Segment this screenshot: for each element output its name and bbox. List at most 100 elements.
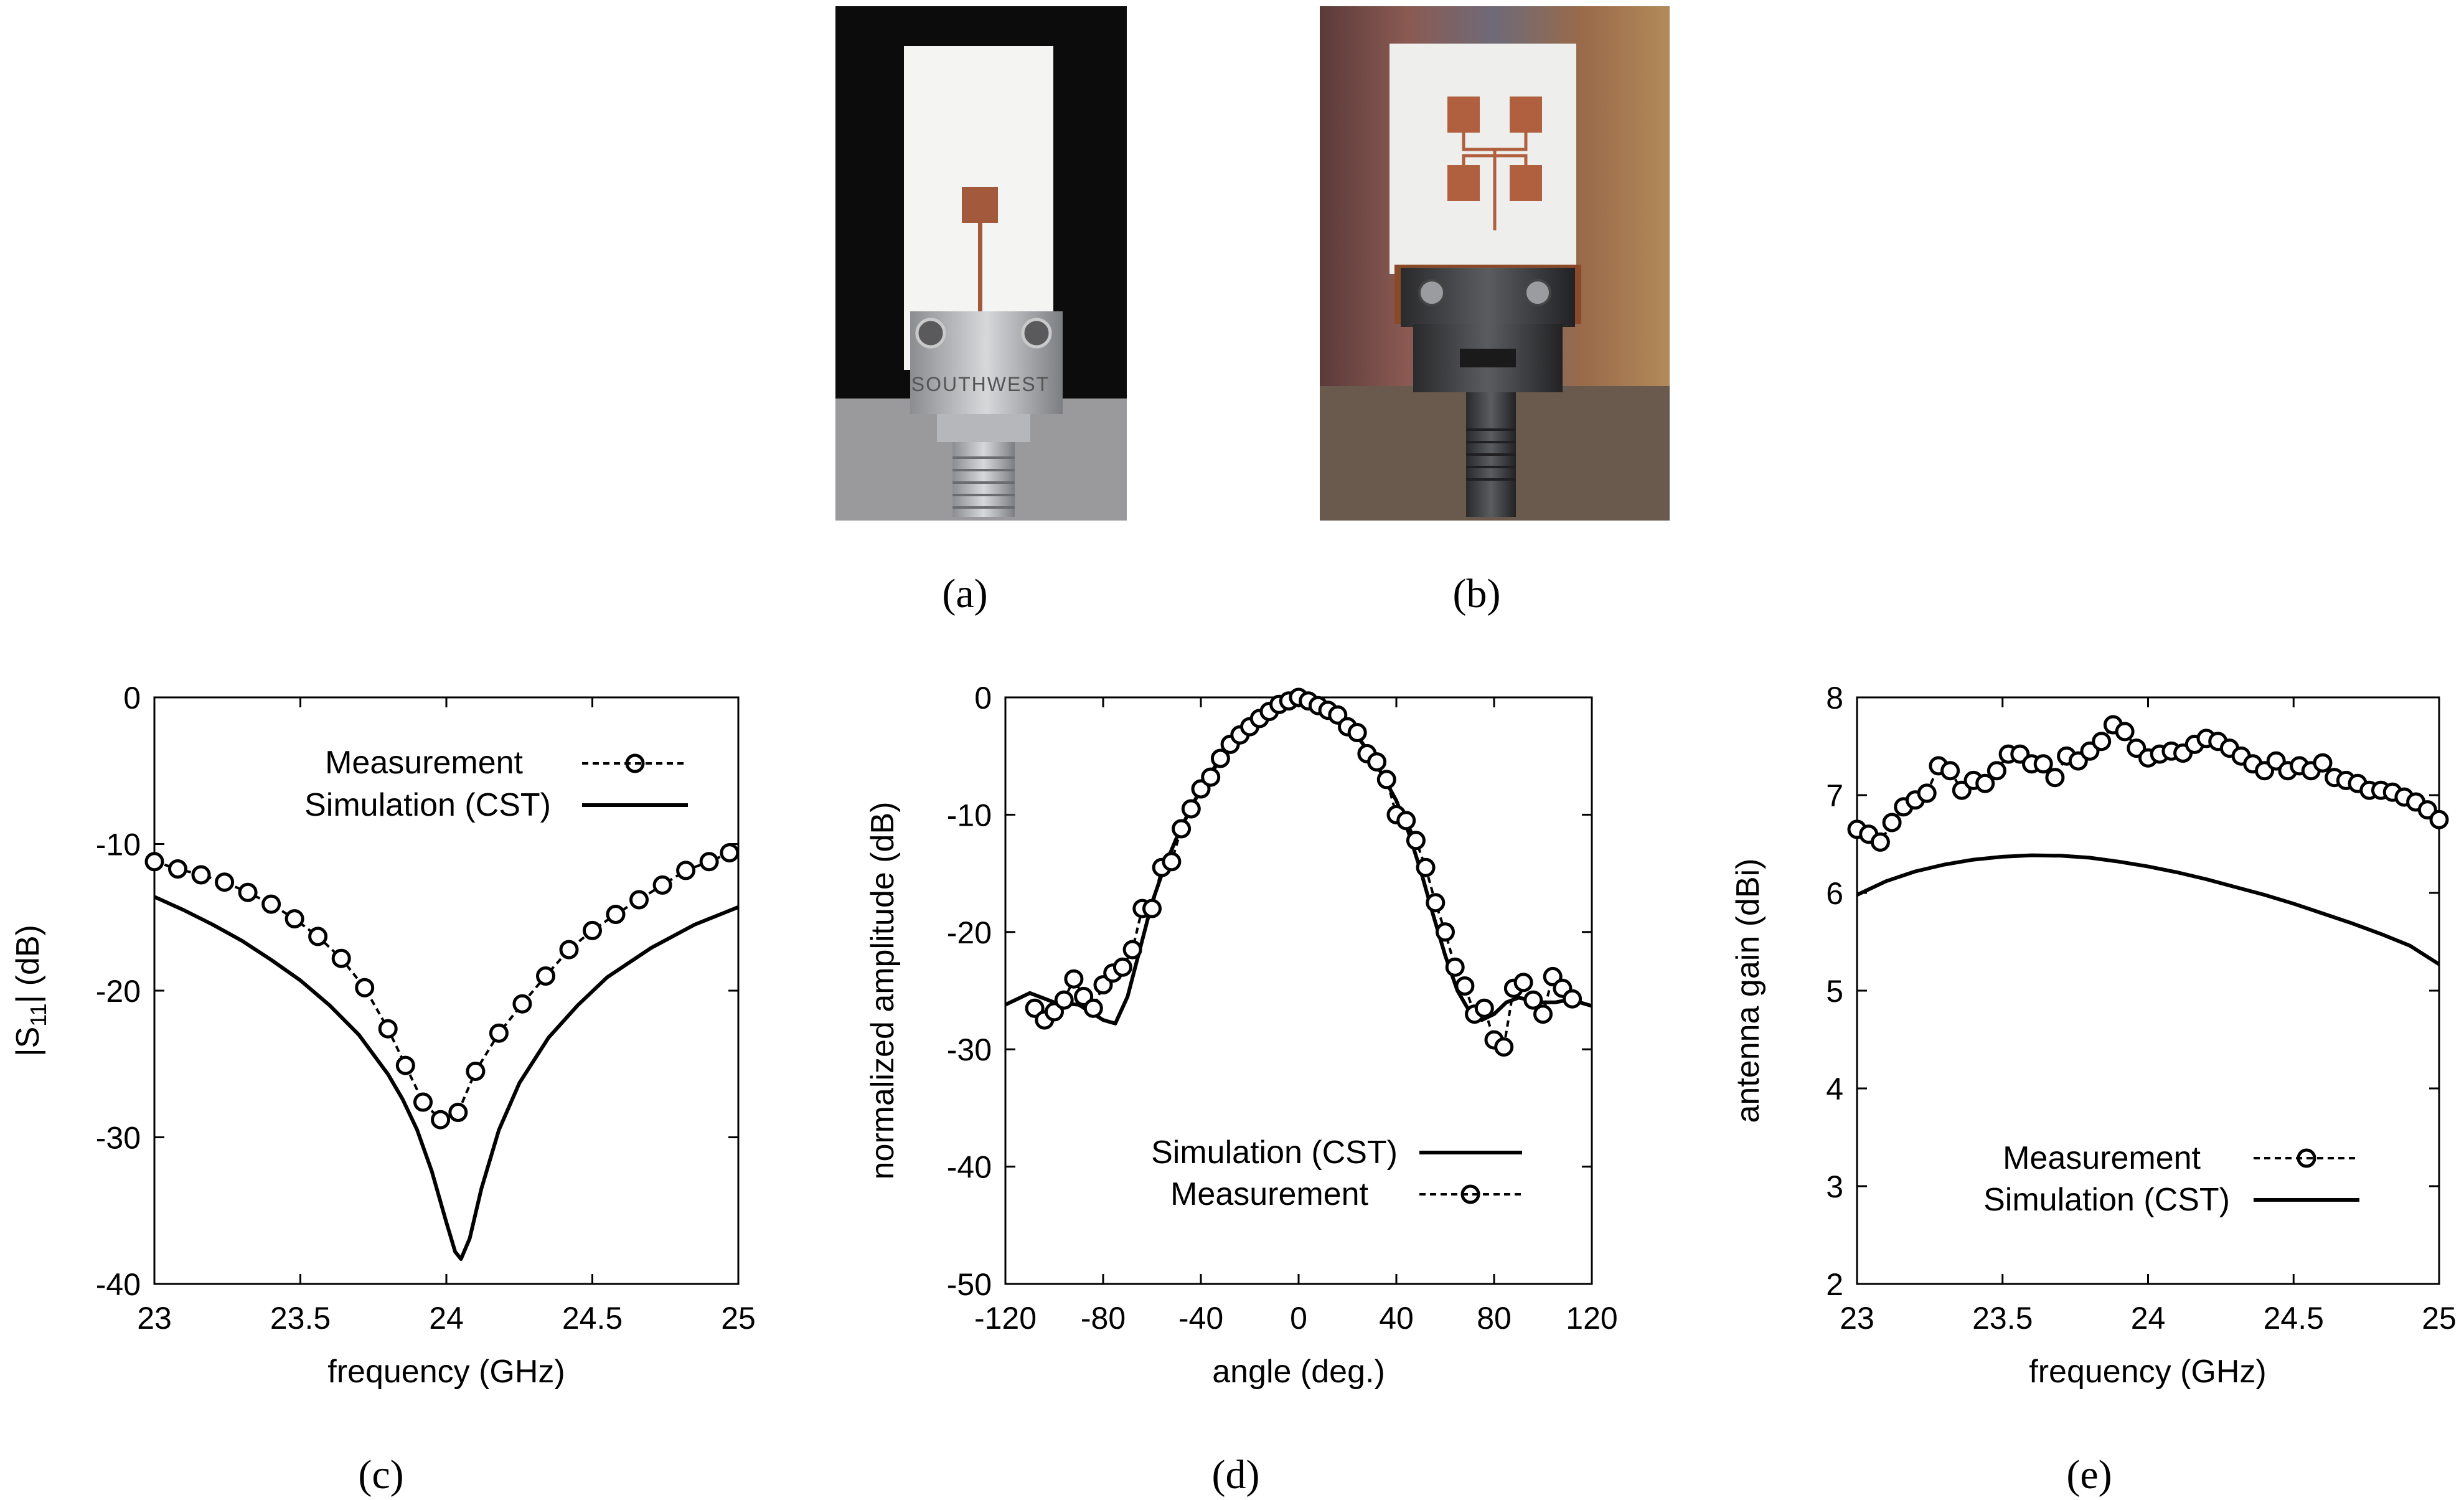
measurement-point	[1162, 852, 1182, 872]
feed-network	[1462, 133, 1528, 230]
x-tick-label: -40	[1178, 1301, 1223, 1336]
legend-label-measurement: Measurement	[325, 745, 523, 781]
measurement-point	[676, 861, 696, 880]
y-tick-label: 6	[1826, 876, 1843, 911]
measurement-point	[1882, 813, 1902, 833]
y-tick-label: -40	[96, 1267, 141, 1302]
y-tick-label: 5	[1826, 974, 1843, 1009]
legend-label-simulation: Simulation (CST)	[304, 787, 551, 823]
measurement-point	[1172, 819, 1192, 839]
measurement-point	[2429, 809, 2449, 829]
x-tick-label: -80	[1081, 1301, 1126, 1336]
y-tick-label: 7	[1826, 778, 1843, 813]
measurement-point	[1563, 989, 1582, 1009]
measurement-point	[2313, 753, 2333, 773]
caption-c: (c)	[358, 1452, 403, 1498]
x-tick-label: 23	[137, 1301, 172, 1336]
measurement-point	[606, 905, 626, 924]
y-tick-label: 0	[123, 681, 141, 715]
measurement-point	[583, 920, 602, 940]
measurement-point	[536, 966, 555, 986]
caption-b: (b)	[1453, 571, 1501, 616]
legend: Measurement Simulation (CST)	[304, 745, 688, 823]
measurement-point	[2115, 722, 2135, 742]
x-tick-label: 25	[721, 1301, 756, 1336]
measurement-point	[2092, 732, 2112, 752]
x-tick-label: 80	[1477, 1301, 1512, 1336]
thread-lines	[952, 456, 1015, 509]
y-tick-label: -10	[947, 798, 992, 833]
y-axis-label-unit: | (dB)	[10, 925, 46, 1003]
x-tick-label: 24.5	[2264, 1301, 2324, 1336]
x-axis-label: frequency (GHz)	[327, 1354, 565, 1390]
measurement-point	[1426, 893, 1446, 913]
x-tick-label: 23.5	[270, 1301, 331, 1336]
y-axis-ticks: -50 -40 -30 -20 -10 0	[947, 681, 1592, 1302]
measurement-point	[2045, 768, 2065, 788]
measurement-point	[378, 1019, 398, 1039]
single-patch-antenna-photo: SOUTHWEST	[835, 6, 1127, 521]
connector-slot	[1460, 349, 1516, 367]
measurement-point	[331, 948, 351, 968]
measurement-point	[1112, 957, 1132, 977]
series-line-measurement	[1033, 696, 1574, 1049]
y-tick-label: 0	[974, 681, 992, 715]
x-tick-label: 24.5	[562, 1301, 623, 1336]
measurement-point	[1917, 783, 1937, 803]
connector-brand-text: SOUTHWEST	[911, 373, 1050, 395]
y-tick-label: -40	[947, 1150, 992, 1185]
measurement-point	[1396, 811, 1416, 831]
legend: Simulation (CST) Measurement	[1151, 1134, 1522, 1212]
x-tick-label: 0	[1290, 1301, 1307, 1336]
y-tick-label: -20	[96, 974, 141, 1009]
measurement-point	[1445, 957, 1465, 977]
screw	[915, 318, 946, 349]
measurement-point	[284, 909, 304, 929]
legend-label-simulation: Simulation (CST)	[1983, 1182, 2230, 1218]
screw	[1418, 279, 1446, 306]
measurement-point	[431, 1110, 451, 1130]
measurement-point	[144, 852, 164, 872]
measurement-point	[1122, 940, 1142, 960]
measurement-point	[1870, 832, 1890, 852]
measurement-point	[355, 978, 375, 998]
y-axis-ticks: 2 3 4 5 6 7 8	[1826, 681, 2439, 1302]
patch	[1447, 97, 1480, 133]
measurement-point	[1987, 761, 2006, 781]
measurement-point	[1474, 998, 1494, 1018]
measurement-point	[1406, 831, 1426, 851]
y-axis-label: |S11| (dB)	[10, 925, 51, 1057]
measurement-point	[1064, 969, 1084, 989]
y-tick-label: -30	[96, 1121, 141, 1156]
measurement-point	[559, 940, 579, 960]
measurement-point	[1367, 752, 1387, 772]
screw	[1524, 279, 1551, 306]
measurement-point	[699, 852, 719, 872]
x-tick-label: -120	[974, 1301, 1037, 1336]
measurement-point	[1455, 976, 1475, 996]
measurement-point	[191, 865, 211, 885]
sma-thread	[952, 442, 1015, 517]
feed-line	[978, 223, 982, 360]
x-axis-label: angle (deg.)	[1212, 1354, 1385, 1390]
series-line-simulation	[1856, 853, 2440, 966]
y-tick-label: 3	[1826, 1169, 1843, 1204]
thread-lines	[1466, 428, 1516, 481]
measurement-point	[1975, 773, 1995, 793]
series-layer	[1847, 715, 2449, 966]
measurement-point	[215, 872, 235, 892]
legend-label-measurement: Measurement	[1170, 1176, 1368, 1212]
x-tick-label: 23	[1840, 1301, 1874, 1336]
x-tick-label: 24	[429, 1301, 464, 1336]
y-tick-label: 2	[1826, 1267, 1843, 1302]
connector-flange	[937, 414, 1030, 442]
patch-array-antenna-photo	[1320, 6, 1670, 521]
measurement-point	[448, 1103, 468, 1122]
caption-d: (d)	[1212, 1452, 1260, 1498]
legend: Measurement Simulation (CST)	[1983, 1140, 2359, 1218]
y-axis-label-subscript: 11	[26, 1003, 51, 1026]
patch	[1510, 165, 1542, 201]
measurement-point	[1494, 1037, 1514, 1057]
measurement-point	[168, 859, 187, 879]
